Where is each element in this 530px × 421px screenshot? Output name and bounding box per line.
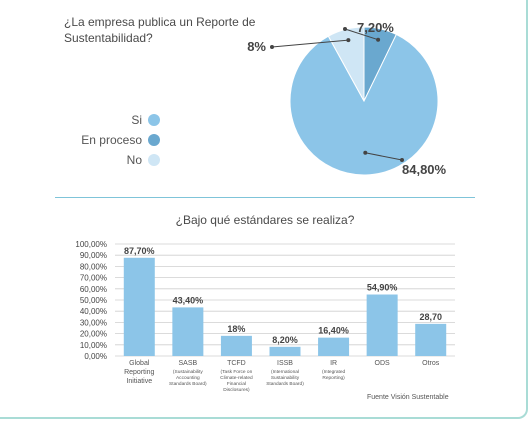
y-tick-label: 20,00% xyxy=(80,330,107,339)
y-tick-label: 0,00% xyxy=(84,352,107,361)
bar-chart: 100,00% 90,00% 80,00% 70,00% 60,00% 50,00% 40,… xyxy=(75,240,455,393)
bar xyxy=(123,257,155,356)
x-tick-label: ODS xyxy=(375,360,391,367)
x-tick-label: Otros xyxy=(422,360,440,367)
y-tick-label: 10,00% xyxy=(80,341,107,350)
pie-data-label: 8% xyxy=(247,39,266,54)
pie-data-label: 84,80% xyxy=(402,162,447,177)
y-tick-label: 30,00% xyxy=(80,318,107,327)
pie-leader-line xyxy=(271,39,349,48)
legend-swatch-si xyxy=(148,114,160,126)
legend-label-en-proceso: En proceso xyxy=(81,133,142,147)
x-tick-sublabel: Reporting) xyxy=(322,375,345,381)
x-tick-sublabel: Sustainability xyxy=(271,375,300,381)
source-note: Fuente Visión Sustentable xyxy=(367,394,449,401)
x-tick-label: Initiative xyxy=(126,378,152,385)
pie-leader-line xyxy=(365,152,403,161)
pie-leader-dot xyxy=(363,150,368,155)
x-tick-sublabel: Disclosures) xyxy=(223,387,250,393)
bar-data-label: 8,20% xyxy=(272,335,298,345)
bar xyxy=(318,337,350,356)
x-tick-sublabel: Standards Board) xyxy=(169,381,207,387)
bar xyxy=(269,346,301,356)
x-tick-sublabel: (Sustainability xyxy=(173,369,203,375)
y-tick-label: 40,00% xyxy=(80,307,107,316)
pie-leader-line xyxy=(344,28,379,41)
bar-data-label: 54,90% xyxy=(367,283,398,293)
legend-item-en-proceso: En proceso xyxy=(81,130,160,150)
legend-item-si: Si xyxy=(131,110,160,130)
legend-swatch-no xyxy=(148,154,160,166)
x-tick-sublabel: Accounting xyxy=(176,375,200,381)
pie-leader-dot xyxy=(376,37,381,42)
legend-label-si: Si xyxy=(131,113,142,127)
bar-data-label: 16,40% xyxy=(318,326,349,336)
pie-chart: 7,20% 8% 84,80% xyxy=(247,20,447,177)
x-tick-label: IR xyxy=(330,360,337,367)
pie-leader-dot xyxy=(270,45,274,49)
y-tick-label: 100,00% xyxy=(75,240,107,249)
pie-data-label: 7,20% xyxy=(357,20,394,35)
legend-item-no: No xyxy=(127,150,160,170)
y-tick-label: 50,00% xyxy=(80,296,107,305)
x-tick-sublabel: (International xyxy=(271,369,299,375)
x-tick-sublabel: Financial xyxy=(227,381,246,387)
x-tick-sublabel: (Task Force on xyxy=(221,369,253,375)
pie-question-title: ¿La empresa publica un Reporte de Susten… xyxy=(64,15,256,45)
y-tick-label: 80,00% xyxy=(80,262,107,271)
section-divider xyxy=(55,197,475,198)
pie-leader-dot xyxy=(346,38,351,43)
pie-slice-si xyxy=(289,33,439,176)
bar-data-label: 43,40% xyxy=(173,295,204,305)
bar xyxy=(220,335,252,356)
legend-label-no: No xyxy=(126,153,142,167)
bar xyxy=(172,307,204,356)
y-tick-label: 70,00% xyxy=(80,274,107,283)
x-tick-sublabel: Climate-related xyxy=(220,375,253,381)
bar xyxy=(366,294,398,356)
x-tick-label: Reporting xyxy=(124,369,154,376)
bar-data-label: 28,70 xyxy=(419,312,442,322)
y-tick-label: 60,00% xyxy=(80,285,107,294)
bar-question-title: ¿Bajo qué estándares se realiza? xyxy=(175,213,355,227)
pie-leader-dot xyxy=(400,158,404,162)
x-tick-label: Global xyxy=(129,360,150,367)
x-tick-label: ISSB xyxy=(277,360,293,367)
bar-data-label: 18% xyxy=(227,324,245,334)
pie-leader-dot xyxy=(343,27,347,31)
bar xyxy=(415,323,447,356)
bar-data-label: 87,70% xyxy=(124,246,155,256)
x-tick-label: TCFD xyxy=(227,360,246,367)
legend-swatch-en-proceso xyxy=(148,134,160,146)
y-tick-label: 90,00% xyxy=(80,251,107,260)
x-tick-label: SASB xyxy=(179,360,198,367)
x-tick-sublabel: (Integrated xyxy=(322,369,346,375)
x-tick-sublabel: Standards Board) xyxy=(266,381,304,387)
